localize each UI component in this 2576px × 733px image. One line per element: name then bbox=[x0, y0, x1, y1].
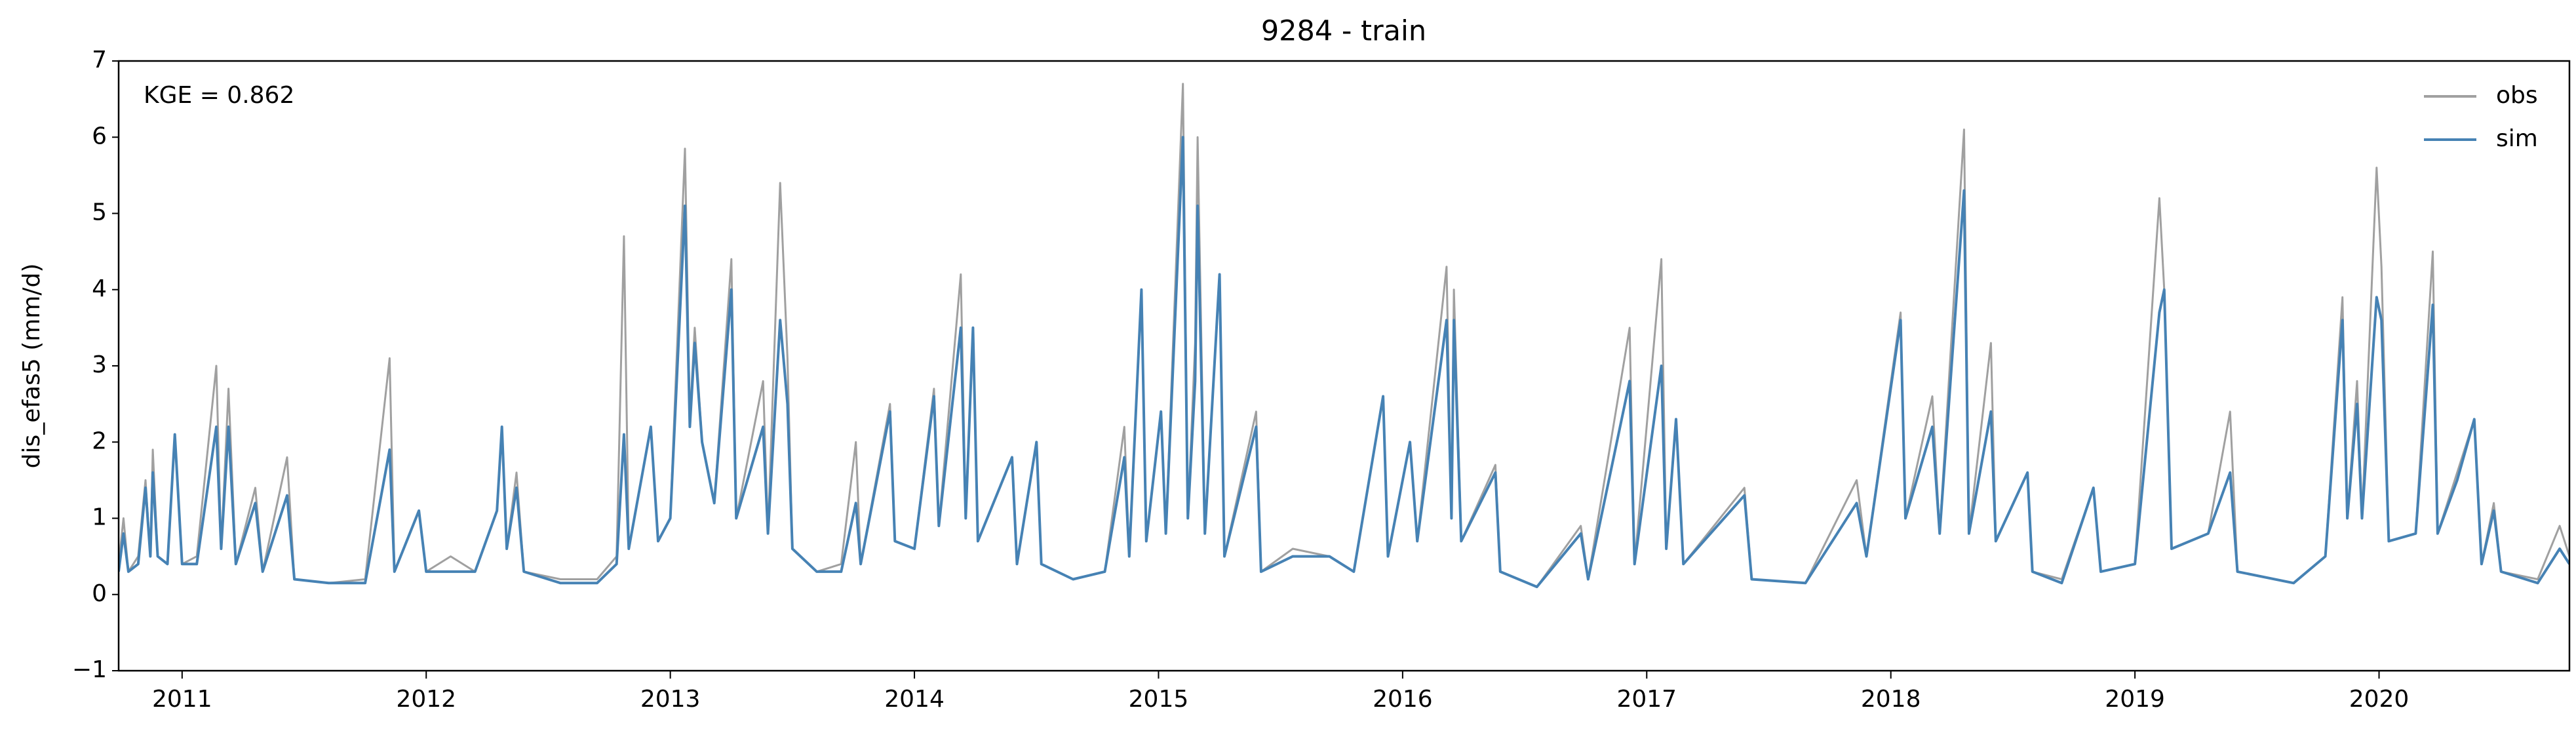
y-tick-label: 2 bbox=[92, 427, 107, 454]
y-tick-label: 7 bbox=[92, 47, 107, 73]
x-tick-label: 2012 bbox=[396, 686, 456, 713]
x-tick-label: 2019 bbox=[2105, 686, 2165, 713]
x-tick-label: 2013 bbox=[640, 686, 701, 713]
y-tick-label: 0 bbox=[92, 580, 107, 607]
y-tick-label: −1 bbox=[72, 656, 107, 683]
line-sim bbox=[119, 136, 2569, 589]
legend-label: sim bbox=[2496, 125, 2538, 152]
x-tick-label: 2014 bbox=[884, 686, 945, 713]
x-tick-label: 2018 bbox=[1861, 686, 1921, 713]
x-tick-label: 2017 bbox=[1616, 686, 1677, 713]
x-tick-label: 2011 bbox=[152, 686, 212, 713]
x-tick-label: 2015 bbox=[1129, 686, 1189, 713]
y-tick-label: 4 bbox=[92, 275, 107, 302]
legend-label: obs bbox=[2496, 82, 2538, 109]
y-tick-label: 3 bbox=[92, 351, 107, 378]
annotation: KGE = 0.862 bbox=[144, 82, 294, 109]
y-tick-label: 6 bbox=[92, 123, 107, 149]
y-axis-label: dis_efas5 (mm/d) bbox=[18, 264, 45, 469]
y-tick-label: 5 bbox=[92, 199, 107, 226]
x-tick-label: 2016 bbox=[1373, 686, 1433, 713]
x-tick-label: 2020 bbox=[2349, 686, 2410, 713]
chart-title: 9284 - train bbox=[1261, 15, 1426, 48]
y-tick-label: 1 bbox=[92, 504, 107, 531]
plot-frame bbox=[117, 60, 2571, 672]
